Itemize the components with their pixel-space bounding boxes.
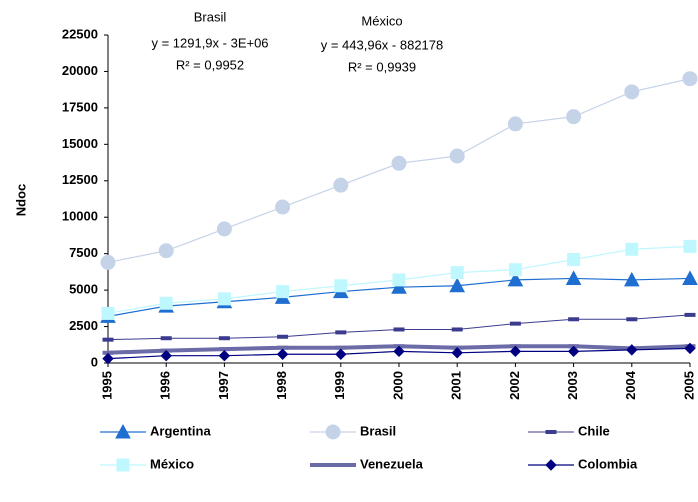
point — [276, 285, 290, 299]
y-tick-label: 15000 — [62, 136, 98, 151]
point — [218, 336, 230, 341]
legend-label: Colombia — [578, 456, 638, 471]
point — [391, 279, 407, 294]
point — [507, 271, 524, 287]
x-tick-label: 2004 — [623, 370, 638, 400]
annotation: Brasil — [194, 9, 227, 24]
legend-label: Chile — [578, 423, 610, 438]
point — [449, 277, 466, 293]
y-tick-label: 17500 — [62, 99, 98, 114]
y-tick-label: 5000 — [69, 282, 98, 297]
point — [682, 71, 698, 87]
point — [684, 312, 696, 317]
series-line — [107, 314, 691, 341]
legend-marker — [545, 459, 557, 471]
legend-label: Brasil — [360, 423, 396, 438]
point — [333, 177, 349, 193]
point — [393, 327, 405, 332]
annotation: R² = 0,9952 — [176, 57, 244, 72]
x-tick-label: 1998 — [274, 371, 289, 400]
y-tick-label: 22500 — [62, 26, 98, 41]
point — [509, 345, 522, 358]
point — [160, 350, 172, 362]
y-tick-label: 10000 — [62, 209, 98, 224]
point — [335, 330, 347, 335]
point — [275, 199, 291, 215]
point — [276, 348, 289, 360]
legend-marker — [325, 424, 341, 440]
point — [683, 239, 697, 253]
point — [566, 109, 582, 125]
point — [391, 155, 407, 171]
point — [567, 252, 581, 266]
point — [451, 347, 463, 359]
y-tick-label: 20000 — [62, 63, 98, 78]
point — [334, 279, 348, 293]
annotation: R² = 0,9939 — [348, 59, 416, 74]
legend-marker — [545, 430, 557, 434]
y-tick-label: 12500 — [62, 172, 98, 187]
x-tick-label: 1997 — [216, 371, 231, 400]
point — [160, 336, 172, 341]
point — [158, 243, 174, 259]
point — [449, 148, 465, 164]
x-tick-label: 2000 — [390, 371, 405, 400]
point — [393, 345, 405, 358]
legend-label: Venezuela — [360, 456, 424, 471]
point — [159, 296, 173, 310]
y-tick-label: 2500 — [69, 318, 98, 333]
legend-marker — [116, 458, 130, 472]
point — [451, 327, 463, 332]
point — [509, 321, 521, 326]
annotation: y = 1291,9x - 3E+06 — [151, 35, 268, 50]
y-tick-label: 7500 — [69, 245, 98, 260]
point — [217, 292, 231, 306]
point — [626, 344, 638, 356]
y-axis-label: Ndoc — [13, 184, 28, 217]
annotation: México — [361, 13, 402, 28]
point — [392, 273, 406, 287]
point — [625, 242, 639, 256]
point — [682, 270, 698, 285]
point — [508, 263, 522, 277]
x-tick-label: 1996 — [158, 371, 173, 400]
x-tick-label: 1995 — [99, 371, 114, 400]
point — [277, 334, 289, 339]
point — [626, 317, 638, 322]
legend-marker — [115, 423, 131, 439]
point — [101, 306, 115, 320]
point — [567, 345, 580, 358]
point — [100, 254, 116, 270]
point — [565, 270, 582, 285]
point — [568, 317, 580, 322]
point — [624, 84, 640, 100]
x-tick-label: 2005 — [681, 371, 696, 400]
y-tick-label: 0 — [91, 354, 98, 369]
annotation: y = 443,96x - 882178 — [321, 37, 444, 52]
x-tick-label: 2001 — [449, 371, 464, 400]
point — [623, 271, 640, 287]
point — [102, 337, 114, 342]
x-tick-label: 2002 — [507, 371, 522, 400]
point — [507, 116, 523, 132]
legend-label: Argentina — [150, 423, 211, 438]
x-tick-label: 2003 — [565, 371, 580, 400]
point — [218, 350, 231, 362]
x-tick-label: 1999 — [332, 371, 347, 400]
point — [335, 348, 347, 360]
point — [684, 342, 696, 355]
point — [216, 221, 232, 237]
legend-label: México — [150, 456, 194, 471]
legend-marker — [327, 463, 339, 467]
point — [450, 266, 464, 280]
point — [102, 352, 114, 365]
